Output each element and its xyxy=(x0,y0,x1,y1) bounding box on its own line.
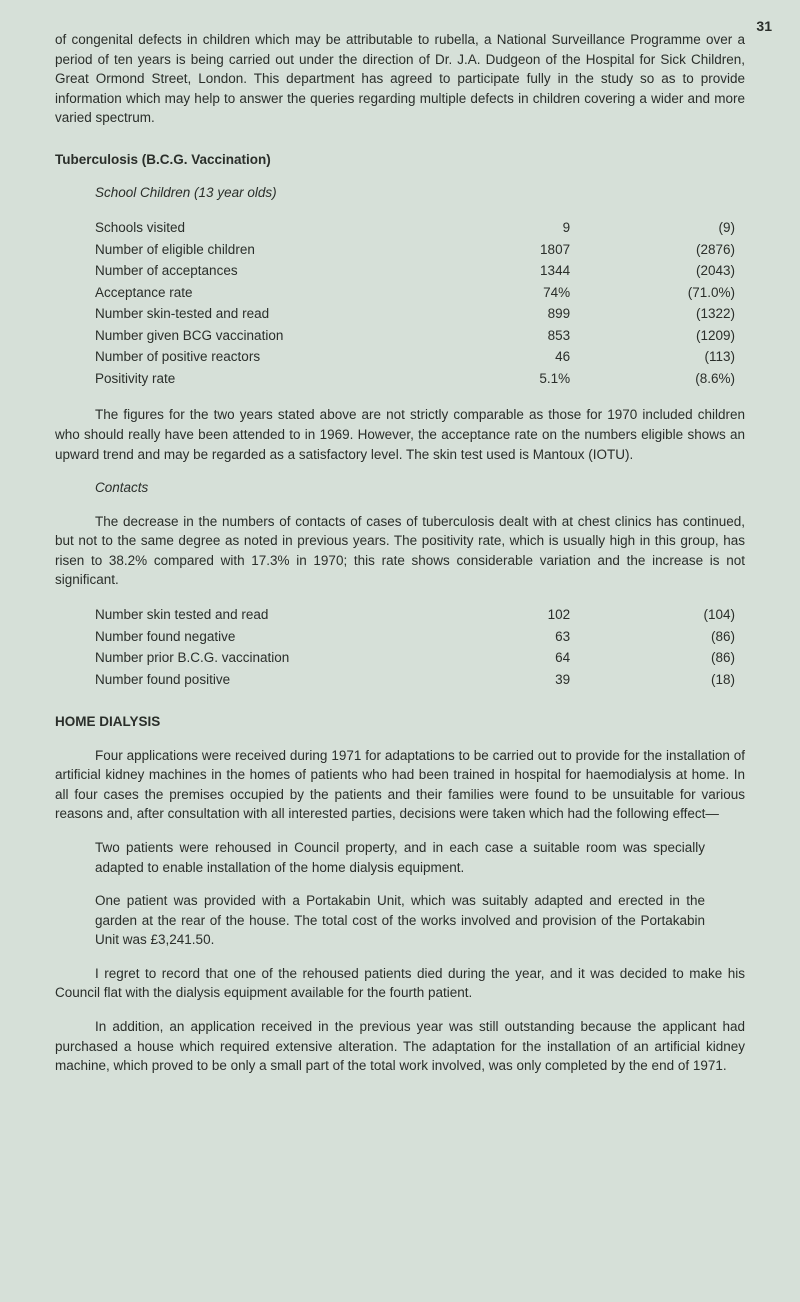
row-label: Number found negative xyxy=(55,626,455,648)
table-row: Number skin-tested and read899(1322) xyxy=(55,303,745,325)
table-row: Acceptance rate74%(71.0%) xyxy=(55,282,745,304)
row-value-previous: (86) xyxy=(600,626,745,648)
row-label: Number prior B.C.G. vaccination xyxy=(55,647,455,669)
row-value-previous: (2043) xyxy=(600,260,745,282)
school-paragraph: The figures for the two years stated abo… xyxy=(55,405,745,464)
table-row: Schools visited9(9) xyxy=(55,217,745,239)
page-number: 31 xyxy=(756,16,772,36)
row-label: Schools visited xyxy=(55,217,455,239)
dialysis-paragraph-1: Four applications were received during 1… xyxy=(55,746,745,824)
row-value-previous: (86) xyxy=(600,647,745,669)
row-value-previous: (71.0%) xyxy=(600,282,745,304)
table-row: Number of positive reactors46(113) xyxy=(55,346,745,368)
row-value-previous: (18) xyxy=(600,669,745,691)
dialysis-item-2: One patient was provided with a Portakab… xyxy=(55,891,745,950)
row-label: Number skin tested and read xyxy=(55,604,455,626)
table-row: Number of acceptances1344(2043) xyxy=(55,260,745,282)
row-label: Number of positive reactors xyxy=(55,346,455,368)
row-label: Number given BCG vaccination xyxy=(55,325,455,347)
row-label: Acceptance rate xyxy=(55,282,455,304)
dialysis-paragraph-3: In addition, an application received in … xyxy=(55,1017,745,1076)
dialysis-item-1: Two patients were rehoused in Council pr… xyxy=(55,838,745,877)
row-value-current: 46 xyxy=(455,346,600,368)
row-value-previous: (8.6%) xyxy=(600,368,745,390)
home-dialysis-heading: HOME DIALYSIS xyxy=(55,712,745,732)
table-row: Number of eligible children1807(2876) xyxy=(55,239,745,261)
row-value-current: 1807 xyxy=(455,239,600,261)
row-label: Number skin-tested and read xyxy=(55,303,455,325)
row-value-previous: (1322) xyxy=(600,303,745,325)
row-value-current: 102 xyxy=(455,604,600,626)
contacts-heading: Contacts xyxy=(55,478,745,498)
row-value-current: 39 xyxy=(455,669,600,691)
school-children-table: Schools visited9(9)Number of eligible ch… xyxy=(55,217,745,390)
dialysis-paragraph-2: I regret to record that one of the rehou… xyxy=(55,964,745,1003)
row-value-previous: (2876) xyxy=(600,239,745,261)
row-label: Number of eligible children xyxy=(55,239,455,261)
row-value-current: 63 xyxy=(455,626,600,648)
table-row: Number found negative63(86) xyxy=(55,626,745,648)
row-value-previous: (113) xyxy=(600,346,745,368)
row-value-previous: (104) xyxy=(600,604,745,626)
contacts-table: Number skin tested and read102(104)Numbe… xyxy=(55,604,745,690)
contacts-paragraph: The decrease in the numbers of contacts … xyxy=(55,512,745,590)
school-children-heading: School Children (13 year olds) xyxy=(55,183,745,203)
row-value-current: 853 xyxy=(455,325,600,347)
row-value-current: 899 xyxy=(455,303,600,325)
table-row: Number found positive39(18) xyxy=(55,669,745,691)
row-value-current: 1344 xyxy=(455,260,600,282)
table-row: Positivity rate5.1%(8.6%) xyxy=(55,368,745,390)
row-label: Number of acceptances xyxy=(55,260,455,282)
row-value-previous: (1209) xyxy=(600,325,745,347)
row-value-previous: (9) xyxy=(600,217,745,239)
row-value-current: 9 xyxy=(455,217,600,239)
intro-paragraph: of congenital defects in children which … xyxy=(55,30,745,128)
tuberculosis-heading: Tuberculosis (B.C.G. Vaccination) xyxy=(55,150,745,170)
table-row: Number prior B.C.G. vaccination64(86) xyxy=(55,647,745,669)
row-value-current: 5.1% xyxy=(455,368,600,390)
row-value-current: 64 xyxy=(455,647,600,669)
row-label: Positivity rate xyxy=(55,368,455,390)
row-label: Number found positive xyxy=(55,669,455,691)
table-row: Number skin tested and read102(104) xyxy=(55,604,745,626)
row-value-current: 74% xyxy=(455,282,600,304)
table-row: Number given BCG vaccination853(1209) xyxy=(55,325,745,347)
